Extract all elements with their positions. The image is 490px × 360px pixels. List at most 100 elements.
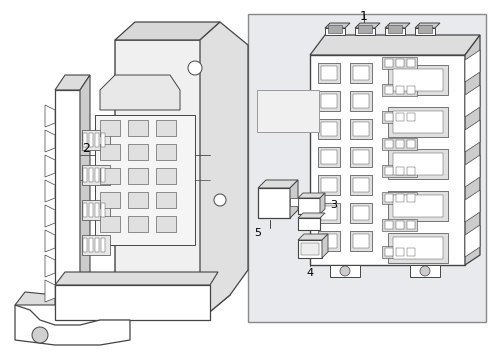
Polygon shape (465, 35, 480, 265)
Bar (350, 63, 372, 83)
Bar (385, 248, 393, 256)
Circle shape (188, 61, 202, 75)
Bar (290, 198, 298, 206)
Bar (396, 140, 404, 148)
Bar (418, 25, 432, 33)
Bar (318, 119, 340, 139)
Bar (350, 231, 372, 251)
Bar (382, 165, 417, 177)
Polygon shape (55, 75, 90, 90)
Bar (396, 221, 404, 229)
Polygon shape (115, 40, 230, 320)
Bar (95, 115, 195, 245)
Polygon shape (45, 155, 55, 177)
Polygon shape (465, 190, 480, 222)
Text: 5: 5 (254, 228, 262, 238)
Bar (156, 168, 176, 184)
Bar (318, 91, 340, 111)
Bar (257, 90, 319, 132)
Bar (318, 231, 340, 251)
Circle shape (340, 266, 350, 276)
Bar (318, 203, 340, 223)
Bar (350, 203, 372, 223)
Bar (321, 234, 337, 248)
Polygon shape (290, 180, 298, 218)
Polygon shape (55, 272, 218, 285)
Bar (353, 94, 369, 108)
Bar (353, 206, 369, 220)
Bar (128, 120, 148, 136)
Bar (407, 59, 415, 67)
Bar (382, 246, 417, 258)
Bar (321, 178, 337, 192)
Bar (382, 111, 417, 123)
Bar (382, 57, 417, 69)
Bar (83, 133, 87, 147)
Bar (128, 216, 148, 232)
Polygon shape (415, 28, 435, 35)
Bar (396, 248, 404, 256)
Polygon shape (55, 90, 80, 310)
Polygon shape (258, 180, 298, 188)
Bar (407, 113, 415, 121)
Polygon shape (385, 28, 405, 35)
Bar (82, 165, 110, 185)
Polygon shape (465, 50, 480, 82)
Bar (388, 65, 448, 95)
Bar (350, 147, 372, 167)
Bar (298, 240, 322, 258)
Bar (100, 168, 120, 184)
Text: 1: 1 (360, 10, 368, 23)
Polygon shape (45, 280, 55, 302)
Bar (318, 175, 340, 195)
Polygon shape (45, 180, 55, 202)
Bar (353, 234, 369, 248)
Bar (396, 59, 404, 67)
Bar (100, 192, 120, 208)
Bar (321, 206, 337, 220)
Bar (396, 113, 404, 121)
Polygon shape (45, 205, 55, 227)
Polygon shape (115, 22, 220, 40)
Polygon shape (15, 292, 55, 305)
Bar (248, 14, 486, 322)
Polygon shape (200, 22, 248, 320)
Bar (385, 167, 393, 175)
Polygon shape (45, 105, 55, 127)
Circle shape (32, 327, 48, 343)
Bar (156, 144, 176, 160)
Bar (388, 25, 402, 33)
Bar (89, 238, 93, 252)
Polygon shape (45, 255, 55, 277)
Bar (353, 150, 369, 164)
Bar (407, 248, 415, 256)
Bar (393, 237, 443, 259)
Text: 3: 3 (330, 200, 337, 210)
Bar (385, 113, 393, 121)
Bar (100, 144, 120, 160)
Bar (382, 192, 417, 204)
Bar (298, 218, 320, 230)
Polygon shape (298, 193, 325, 198)
Bar (385, 221, 393, 229)
Bar (388, 149, 448, 179)
Bar (83, 238, 87, 252)
Polygon shape (415, 23, 440, 28)
Bar (128, 192, 148, 208)
Bar (100, 216, 120, 232)
Polygon shape (355, 28, 375, 35)
Polygon shape (298, 234, 328, 240)
Bar (330, 265, 360, 277)
Circle shape (420, 266, 430, 276)
Bar (385, 59, 393, 67)
Bar (95, 133, 99, 147)
Bar (396, 86, 404, 94)
Bar (388, 107, 448, 137)
Bar (321, 94, 337, 108)
Bar (100, 120, 120, 136)
Bar (318, 63, 340, 83)
Bar (101, 168, 105, 182)
Bar (101, 133, 105, 147)
Bar (156, 216, 176, 232)
Polygon shape (385, 23, 410, 28)
